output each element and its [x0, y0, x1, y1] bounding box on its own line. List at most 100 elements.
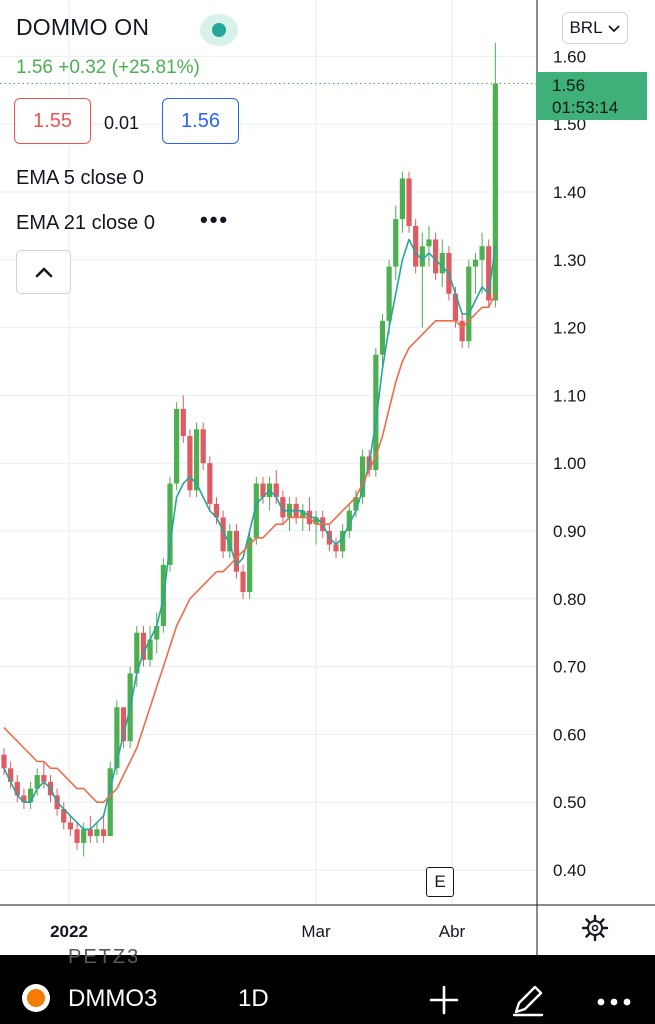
candle-body[interactable]: [27, 788, 34, 803]
candle-body[interactable]: [14, 781, 20, 796]
faint-symbol-text: PETZ3: [68, 946, 141, 968]
pencil-icon: [512, 985, 544, 1017]
candle-body[interactable]: [426, 239, 432, 247]
bottom-toolbar: [0, 955, 655, 1024]
candle-body[interactable]: [486, 246, 492, 301]
candle-body[interactable]: [193, 429, 200, 491]
candle-body[interactable]: [74, 829, 80, 843]
candle-body[interactable]: [433, 239, 439, 274]
candle-body[interactable]: [313, 517, 319, 525]
symbol-title[interactable]: DOMMO ON: [16, 14, 150, 40]
interval-button[interactable]: 1D: [238, 985, 269, 1012]
more-indicator-options-icon[interactable]: •••: [200, 207, 230, 232]
candle-body[interactable]: [147, 639, 153, 660]
currency-button[interactable]: BRL: [562, 12, 628, 44]
y-tick-label: 1.30: [553, 251, 586, 270]
candle-body[interactable]: [439, 253, 445, 274]
candle-body[interactable]: [300, 510, 306, 518]
symbol-ticker-button[interactable]: DMMO3: [68, 985, 158, 1012]
candle-body[interactable]: [340, 531, 346, 552]
candle-body[interactable]: [359, 456, 366, 498]
candle-body[interactable]: [167, 483, 173, 565]
candle-body[interactable]: [180, 408, 186, 437]
indicator-ema5-label[interactable]: EMA 5 close 0: [16, 167, 144, 189]
candle-body[interactable]: [1, 754, 7, 769]
x-tick-label: 2022: [50, 922, 88, 941]
candle-body[interactable]: [101, 829, 107, 837]
candle-body[interactable]: [227, 531, 233, 552]
add-button[interactable]: [428, 984, 460, 1021]
candle-body[interactable]: [174, 408, 180, 484]
candle-body[interactable]: [187, 436, 193, 491]
candle-body[interactable]: [134, 632, 140, 674]
price-chart[interactable]: 1.601.501.401.301.201.101.000.900.800.70…: [0, 0, 655, 955]
logo-icon[interactable]: [22, 984, 50, 1012]
candle-body[interactable]: [120, 707, 127, 742]
candle-body[interactable]: [459, 320, 465, 342]
y-tick-label: 0.90: [553, 522, 586, 541]
collapse-legend-button[interactable]: [16, 250, 71, 294]
candle-body[interactable]: [373, 354, 379, 470]
candle-body[interactable]: [253, 483, 259, 538]
y-tick-label: 0.40: [553, 861, 586, 880]
candle-body[interactable]: [393, 219, 399, 267]
candle-body[interactable]: [61, 808, 67, 823]
candle-body[interactable]: [353, 497, 359, 511]
gear-icon: [581, 914, 609, 942]
candle-body[interactable]: [207, 463, 213, 504]
candle-body[interactable]: [492, 83, 498, 301]
candle-body[interactable]: [260, 483, 266, 498]
price-change-line: 1.56 +0.32 (+25.81%): [16, 57, 200, 78]
chart-settings-button[interactable]: [580, 913, 610, 950]
candle-body[interactable]: [247, 537, 253, 593]
more-menu-button[interactable]: [596, 994, 632, 1012]
candle-body[interactable]: [8, 768, 14, 782]
candle-body[interactable]: [406, 178, 412, 226]
indicator-ema21-label[interactable]: EMA 21 close 0: [16, 212, 155, 234]
x-tick-label: Mar: [301, 922, 331, 941]
drawing-tools-button[interactable]: [510, 982, 546, 1023]
bid-price-box[interactable]: 1.55: [14, 98, 91, 144]
ask-price-box[interactable]: 1.56: [162, 98, 239, 144]
candle-body[interactable]: [200, 429, 206, 464]
candle-body[interactable]: [466, 266, 472, 342]
candle-body[interactable]: [87, 829, 93, 837]
candle-body[interactable]: [81, 829, 87, 843]
candle-body[interactable]: [107, 768, 113, 837]
candle-body[interactable]: [21, 795, 27, 803]
candle-body[interactable]: [154, 625, 160, 640]
y-tick-label: 0.70: [553, 658, 586, 677]
x-tick-label: Abr: [439, 922, 466, 941]
candle-body[interactable]: [333, 544, 339, 552]
candle-body[interactable]: [452, 293, 459, 321]
more-icon: [597, 998, 631, 1006]
y-tick-label: 0.80: [553, 590, 586, 609]
candle-body[interactable]: [413, 225, 419, 267]
candle-body[interactable]: [273, 483, 279, 498]
y-tick-label: 0.60: [553, 725, 586, 744]
candle-body[interactable]: [479, 246, 485, 260]
candle-body[interactable]: [399, 178, 405, 220]
candle-body[interactable]: [233, 531, 239, 572]
candle-body[interactable]: [472, 259, 479, 267]
candle-body[interactable]: [41, 775, 47, 782]
candle-body[interactable]: [379, 320, 386, 355]
candle-body[interactable]: [140, 632, 147, 660]
candle-body[interactable]: [114, 707, 120, 769]
candle-body[interactable]: [67, 822, 73, 830]
candle-body[interactable]: [280, 497, 286, 518]
candle-body[interactable]: [94, 829, 100, 837]
y-tick-label: 1.00: [553, 454, 586, 473]
candle-body[interactable]: [213, 503, 220, 518]
candle-body[interactable]: [346, 510, 352, 531]
candle-body[interactable]: [220, 517, 226, 552]
earnings-event-marker[interactable]: E: [426, 867, 454, 897]
candle-body[interactable]: [34, 775, 40, 789]
candle-body[interactable]: [240, 571, 246, 593]
candle-body[interactable]: [386, 266, 392, 321]
spread-value: 0.01: [104, 113, 140, 133]
candle-body[interactable]: [419, 246, 425, 267]
y-tick-label: 1.40: [553, 183, 586, 202]
last-price-tag: 1.56 01:53:14: [536, 72, 647, 120]
last-price-value: 1.56: [552, 76, 586, 95]
